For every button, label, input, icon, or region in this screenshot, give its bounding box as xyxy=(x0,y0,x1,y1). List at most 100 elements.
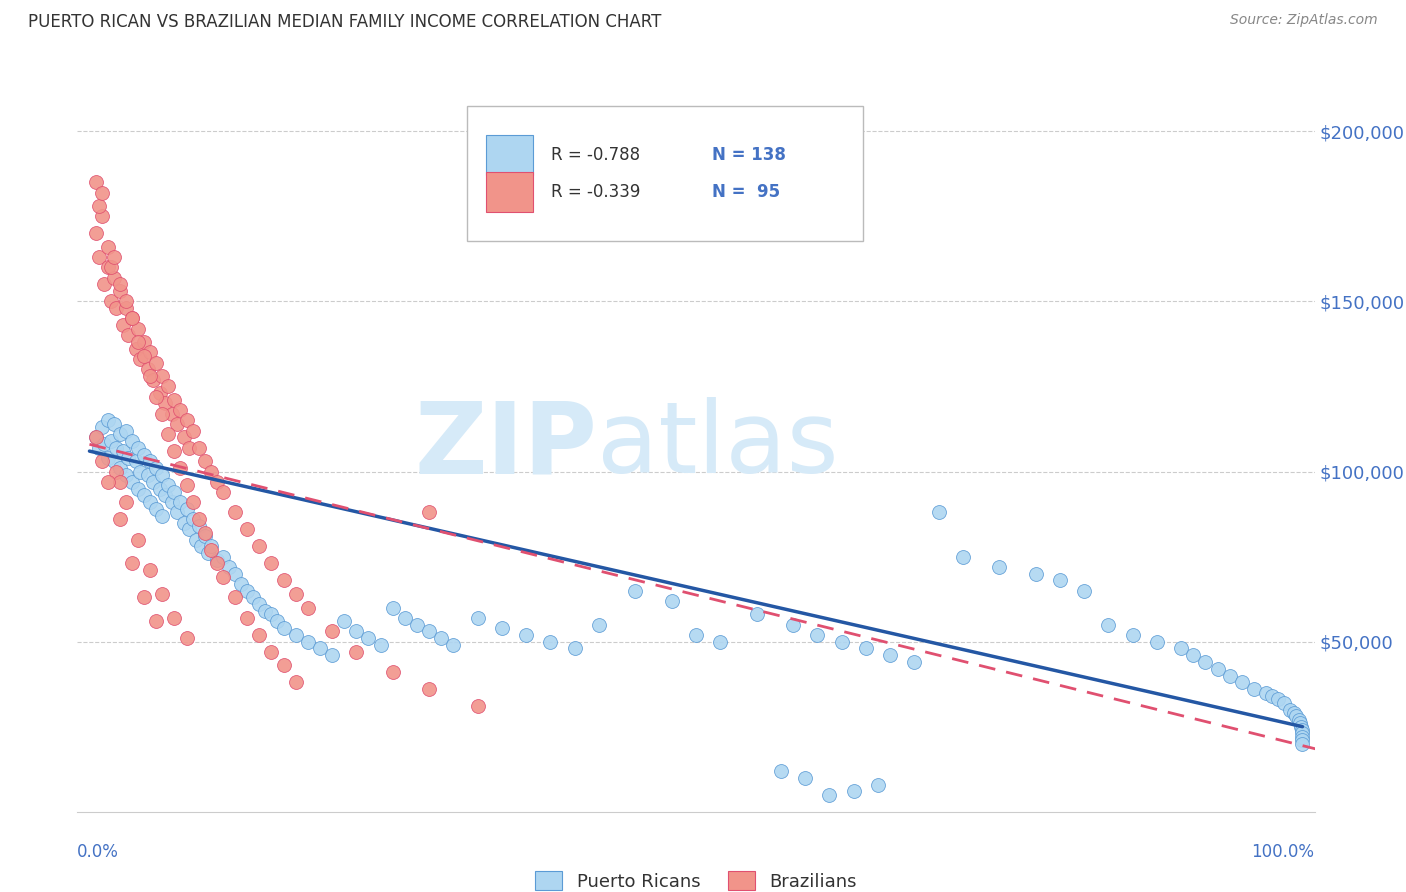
Point xyxy=(418,682,440,697)
Point xyxy=(1289,716,1312,731)
Point xyxy=(139,369,162,384)
Point xyxy=(150,467,173,482)
Point xyxy=(370,638,392,652)
Point xyxy=(406,617,429,632)
Point xyxy=(1282,706,1305,720)
Point xyxy=(153,396,176,410)
Point xyxy=(132,448,155,462)
Point xyxy=(139,454,162,468)
Point xyxy=(1230,675,1253,690)
Point xyxy=(709,634,731,648)
Point xyxy=(108,475,131,489)
Point xyxy=(89,250,111,264)
Point xyxy=(782,617,804,632)
Point xyxy=(112,318,135,333)
Point xyxy=(333,614,356,628)
Point xyxy=(163,393,186,408)
Point xyxy=(132,488,155,502)
Point xyxy=(1194,655,1216,669)
Point xyxy=(769,764,792,778)
Point xyxy=(200,542,222,557)
Point xyxy=(685,628,707,642)
Point xyxy=(952,549,974,564)
Point xyxy=(169,495,191,509)
Point xyxy=(430,631,453,645)
Point xyxy=(1182,648,1205,663)
Point xyxy=(139,495,162,509)
Point xyxy=(136,362,159,376)
Point xyxy=(163,611,186,625)
Point xyxy=(806,628,828,642)
Point xyxy=(132,349,155,363)
Point xyxy=(157,478,180,492)
Point xyxy=(139,345,162,359)
Text: atlas: atlas xyxy=(598,398,838,494)
Point xyxy=(1206,662,1229,676)
Point xyxy=(284,675,307,690)
Point xyxy=(160,407,183,421)
Point xyxy=(145,390,167,404)
Point xyxy=(236,611,259,625)
Point xyxy=(97,475,120,489)
Point xyxy=(90,210,112,224)
Point xyxy=(187,519,209,533)
Point xyxy=(103,250,125,264)
Text: 100.0%: 100.0% xyxy=(1251,843,1315,861)
Text: ZIP: ZIP xyxy=(415,398,598,494)
Point xyxy=(115,495,138,509)
Point xyxy=(127,335,149,350)
Point xyxy=(145,502,167,516)
Point xyxy=(150,369,173,384)
Point xyxy=(1291,733,1313,747)
Point xyxy=(115,467,138,482)
Point xyxy=(344,645,367,659)
Point xyxy=(169,461,191,475)
Point xyxy=(1291,730,1313,744)
Point xyxy=(103,454,125,468)
Point xyxy=(1291,723,1313,737)
Point xyxy=(564,641,586,656)
Point xyxy=(988,559,1011,574)
Point xyxy=(112,444,135,458)
Point xyxy=(1267,692,1289,706)
FancyBboxPatch shape xyxy=(467,106,863,241)
Point xyxy=(97,450,120,465)
Point xyxy=(200,465,222,479)
Point xyxy=(163,484,186,499)
Point xyxy=(1170,641,1192,656)
Point xyxy=(1288,713,1310,727)
Point xyxy=(418,624,440,639)
Point xyxy=(928,505,950,519)
Point xyxy=(205,553,228,567)
Point xyxy=(284,587,307,601)
Point xyxy=(254,604,277,618)
Point xyxy=(150,407,173,421)
Point xyxy=(194,529,217,543)
Point xyxy=(129,352,152,367)
Point xyxy=(866,777,889,791)
Point xyxy=(93,277,115,292)
Point xyxy=(1291,726,1313,740)
Point xyxy=(1285,709,1308,723)
Point xyxy=(150,508,173,523)
Text: N = 138: N = 138 xyxy=(711,146,786,164)
Point xyxy=(1261,689,1284,703)
Point xyxy=(141,475,163,489)
Point xyxy=(145,461,167,475)
Point xyxy=(145,356,167,370)
Bar xyxy=(485,136,533,176)
Point xyxy=(344,624,367,639)
Point xyxy=(357,631,380,645)
Point xyxy=(150,587,173,601)
Point xyxy=(187,512,209,526)
Point xyxy=(284,628,307,642)
Point xyxy=(297,634,319,648)
Point xyxy=(491,621,513,635)
Point xyxy=(247,540,270,554)
Point xyxy=(1097,617,1119,632)
Point xyxy=(194,454,217,468)
Point xyxy=(297,600,319,615)
Point xyxy=(1254,686,1277,700)
Point xyxy=(1049,574,1071,588)
Point xyxy=(169,403,191,417)
